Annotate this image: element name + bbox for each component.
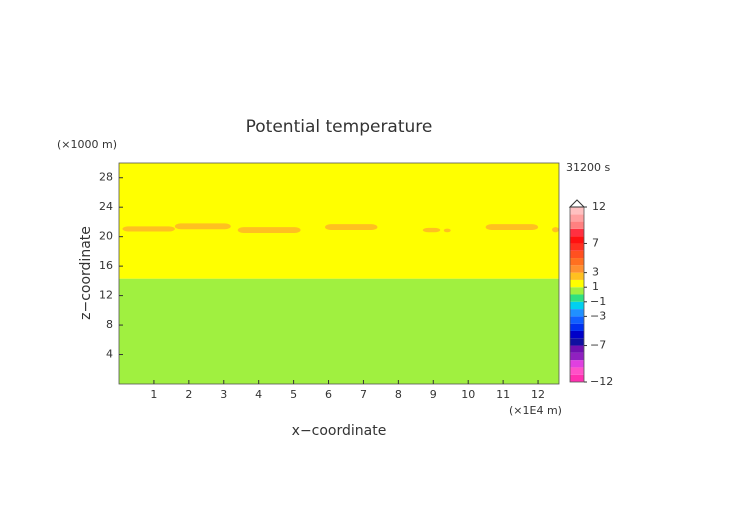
colorbar-band <box>570 272 584 280</box>
colorbar-band <box>570 207 584 215</box>
colorbar-band <box>570 236 584 244</box>
colorbar-band <box>570 279 584 288</box>
colorbar-tick-label: 1 <box>592 280 599 293</box>
colorbar-band <box>570 374 584 382</box>
colorbar-band <box>570 214 584 222</box>
y-tick-label: 12 <box>99 289 113 302</box>
y-unit-label: (×1000 m) <box>57 138 117 151</box>
colorbar-band <box>570 228 584 237</box>
x-tick-label: 8 <box>395 388 402 401</box>
colorbar-tick-label: −12 <box>590 375 613 388</box>
contour-region <box>443 228 451 233</box>
colorbar-band <box>570 301 584 310</box>
contour-region <box>485 224 539 231</box>
colorbar-band <box>570 243 584 251</box>
colorbar-band <box>570 338 584 346</box>
y-tick-label: 24 <box>99 200 113 213</box>
y-tick-label: 28 <box>99 171 113 184</box>
y-axis-title: z−coordinate <box>78 226 94 320</box>
colorbar-band <box>570 323 584 331</box>
colorbar-band <box>570 309 584 317</box>
x-tick-label: 4 <box>255 388 262 401</box>
colorbar-band <box>570 221 584 229</box>
contour-region <box>325 224 378 231</box>
x-tick-label: 3 <box>220 388 227 401</box>
x-unit-label: (×1E4 m) <box>509 404 562 417</box>
x-tick-label: 10 <box>461 388 475 401</box>
colorbar-band <box>570 316 584 324</box>
contour-region <box>422 227 441 233</box>
colorbar-band <box>570 258 584 266</box>
x-tick-label: 6 <box>325 388 332 401</box>
colorbar-band <box>570 352 584 361</box>
colorbar-band <box>570 367 584 375</box>
contour-region <box>237 227 301 233</box>
colorbar-band <box>570 360 584 368</box>
colorbar-tick-label: −7 <box>590 339 606 352</box>
colorbar-band <box>570 265 584 273</box>
colorbar-band <box>570 250 584 259</box>
colorbar-tick-label: −3 <box>590 309 606 322</box>
contour-region <box>119 163 559 279</box>
colorbar-band <box>570 330 584 339</box>
colorbar-tick-label: 7 <box>592 236 599 249</box>
x-tick-label: 2 <box>185 388 192 401</box>
x-tick-label: 9 <box>430 388 437 401</box>
colorbar-band <box>570 345 584 353</box>
contour-region <box>174 223 231 230</box>
colorbar-tick-label: 12 <box>592 200 606 213</box>
y-tick-label: 4 <box>106 348 113 361</box>
chart-title: Potential temperature <box>246 117 433 137</box>
y-tick-label: 8 <box>106 318 113 331</box>
contour-region <box>552 227 559 233</box>
x-axis-title: x−coordinate <box>292 423 387 439</box>
colorbar-tick-label: −1 <box>590 295 606 308</box>
colorbar-extend <box>568 199 586 208</box>
y-tick-label: 16 <box>99 259 113 272</box>
x-tick-label: 5 <box>290 388 297 401</box>
x-tick-label: 11 <box>496 388 510 401</box>
colorbar-tick-label: 3 <box>592 266 599 279</box>
colorbar-band <box>570 294 584 302</box>
time-label: 31200 s <box>566 161 610 174</box>
contour-region <box>122 226 175 232</box>
x-tick-label: 7 <box>360 388 367 401</box>
x-tick-label: 12 <box>531 388 545 401</box>
contour-region <box>119 278 559 384</box>
plot-frame <box>118 162 560 385</box>
y-tick-label: 20 <box>99 230 113 243</box>
x-tick-label: 1 <box>150 388 157 401</box>
colorbar-band <box>570 287 584 295</box>
